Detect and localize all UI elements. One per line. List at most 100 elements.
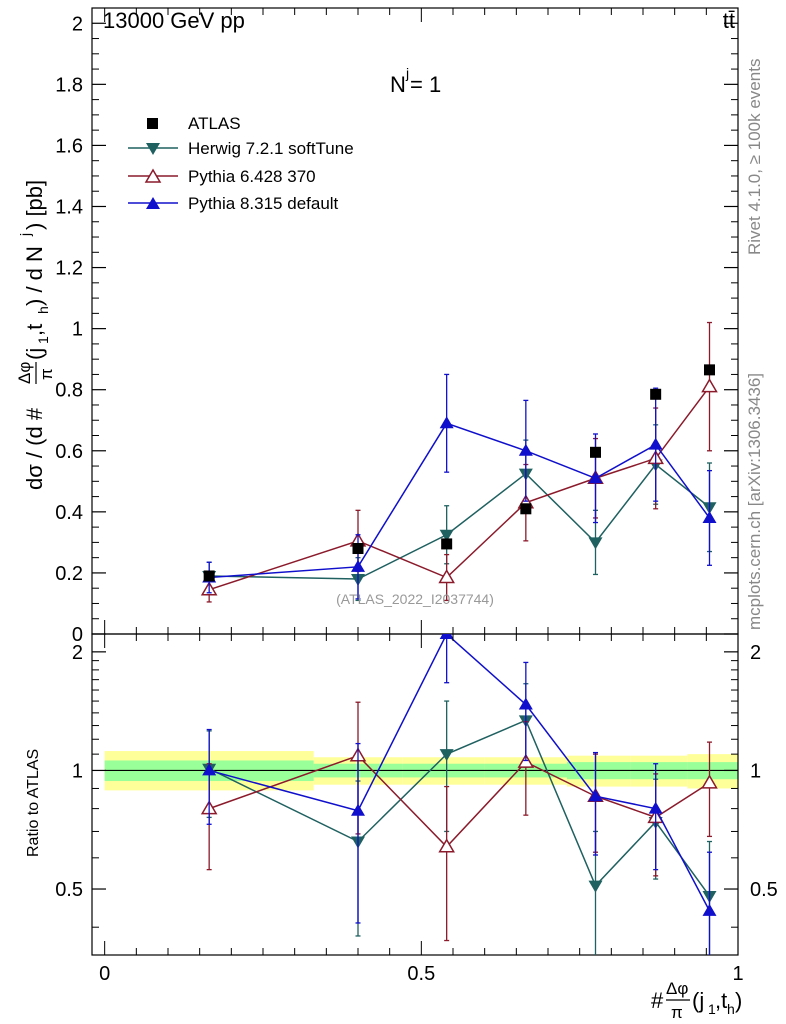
main-point-pythia-8-315-default xyxy=(648,437,663,450)
ratio-y-axis-label: Ratio to ATLAS xyxy=(25,749,42,857)
ratio-point-pythia-8-315-default xyxy=(351,803,365,816)
xlabel-part-t: ,t xyxy=(715,988,727,1013)
legend-marker-herwig xyxy=(146,143,160,155)
xlabel-frac-num: Δφ xyxy=(666,979,688,998)
main-ytick-label-7: 1.4 xyxy=(55,196,83,218)
ratio-ytick-label-r-2: 2 xyxy=(750,642,761,664)
ylabel-part-2: (j xyxy=(22,348,47,360)
legend-marker-pythia8 xyxy=(146,197,160,209)
main-ytick-label-0: 0 xyxy=(72,624,83,646)
main-ytick-label-2: 0.4 xyxy=(55,502,83,524)
ylabel-frac-num: Δφ xyxy=(15,362,34,384)
ratio-point-pythia-8-315-default xyxy=(202,763,217,776)
ratio-series xyxy=(200,634,718,955)
ratio-line-herwig-7-2-1-softtune xyxy=(208,719,711,897)
legend-entry-atlas: ATLAS xyxy=(147,114,241,133)
main-y-ticks: 0 0.2 0.4 0.6 0.8 1 1.2 1.4 1.6 1.8 2 xyxy=(55,13,738,646)
ratio-panel: 0.5 0.5 1 1 2 2 xyxy=(55,633,778,956)
main-ytick-label-8: 1.6 xyxy=(55,135,83,157)
main-point-pythia-8-315-default xyxy=(702,510,717,523)
collision-label: 13000 GeV pp xyxy=(103,8,245,33)
svg-text:dσ / (d #: dσ / (d # xyxy=(22,407,47,490)
main-point-atlas xyxy=(203,570,215,582)
ratio-point-pythia-8-315-default xyxy=(518,697,533,710)
legend-label-atlas: ATLAS xyxy=(188,114,241,133)
main-ytick-label-5: 1 xyxy=(72,319,83,341)
main-frame xyxy=(91,7,739,635)
main-point-pythia-8-315-default xyxy=(518,443,533,456)
ratio-frame xyxy=(91,633,739,956)
xlabel-sub-2: h xyxy=(727,1001,735,1017)
main-point-pythia-8-315-default xyxy=(351,559,365,572)
main-point-atlas xyxy=(650,388,662,400)
xlabel-part-j: (j xyxy=(692,988,704,1013)
main-line-pythia-6-428-370 xyxy=(208,386,711,591)
legend-label-pythia8: Pythia 8.315 default xyxy=(188,194,339,213)
ylabel-frac-den: π xyxy=(37,368,56,380)
analysis-watermark: (ATLAS_2022_I2037744) xyxy=(336,591,494,607)
main-ytick-label-4: 0.8 xyxy=(55,380,83,402)
ylabel-part-1: dσ / (d # xyxy=(22,407,47,490)
legend-entry-pythia6: Pythia 6.428 370 xyxy=(128,167,316,186)
ratio-point-herwig-7-2-1-softtune xyxy=(439,749,454,762)
legend-marker-atlas xyxy=(147,118,158,129)
ylabel-part-3: ,t xyxy=(22,324,47,336)
main-point-atlas xyxy=(441,538,453,550)
xlabel-sub-1: 1 xyxy=(708,1001,716,1017)
main-series-2 xyxy=(202,373,717,600)
main-point-atlas xyxy=(704,364,715,376)
ratio-ytick-label-r-1: 1 xyxy=(750,760,761,782)
xtick-label-1: 0.5 xyxy=(407,963,435,985)
main-ytick-label-10: 2 xyxy=(72,13,83,35)
x-ticks: 0 0.5 1 xyxy=(99,8,744,985)
ratio-series-2 xyxy=(202,634,717,955)
main-point-atlas xyxy=(520,503,532,515)
legend-entry-pythia8: Pythia 8.315 default xyxy=(128,194,339,213)
ratio-ytick-label-2: 2 xyxy=(72,642,83,664)
main-series xyxy=(200,321,718,603)
x-axis-label: # Δφ π (j 1 ,t h ) xyxy=(651,979,742,1022)
main-point-pythia-8-315-default xyxy=(588,471,603,484)
xlabel-hash: # xyxy=(651,988,664,1013)
mcplots-label: mcplots.cern.ch [arXiv:1306.3436] xyxy=(745,373,764,630)
main-point-pythia-8-315-default xyxy=(439,416,454,429)
process-label: tt̄ xyxy=(723,8,735,33)
ratio-series-1 xyxy=(200,701,718,942)
legend: ATLAS Herwig 7.2.1 softTune Pythia 6.428… xyxy=(128,114,354,213)
main-ytick-label-9: 1.8 xyxy=(55,74,83,96)
main-point-atlas xyxy=(590,446,601,458)
main-point-atlas xyxy=(352,542,364,554)
main-ytick-label-3: 0.6 xyxy=(55,441,83,463)
legend-marker-pythia6 xyxy=(144,168,162,183)
ratio-y-ticks: 0.5 0.5 1 1 2 2 xyxy=(55,642,778,928)
main-line-herwig-7-2-1-softtune xyxy=(209,463,710,580)
main-series-3 xyxy=(203,364,715,582)
main-panel: 0 0.2 0.4 0.6 0.8 1 1.2 1.4 1.6 1.8 2 xyxy=(55,7,739,646)
main-ytick-label-1: 0.2 xyxy=(55,563,83,585)
main-y-axis-label: dσ / (d # Δφ π (j 1 ,t h ) / d N j ) [pb… xyxy=(15,180,56,490)
ratio-point-herwig-7-2-1-softtune xyxy=(588,880,603,893)
main-point-pythia-6-428-370 xyxy=(438,569,455,584)
xtick-label-0: 0 xyxy=(99,963,110,985)
ratio-point-pythia-8-315-default xyxy=(439,634,454,639)
ylabel-sub-2: h xyxy=(35,306,51,314)
main-series-1 xyxy=(200,321,718,603)
main-point-herwig-7-2-1-softtune xyxy=(588,537,603,550)
ratio-ytick-label-0: 0.5 xyxy=(55,879,83,901)
ratio-point-pythia-8-315-default xyxy=(588,789,603,802)
main-line-pythia-8-315-default xyxy=(209,422,711,579)
xtick-label-2: 1 xyxy=(732,963,743,985)
ylabel-part-4: ) / d N xyxy=(22,246,47,306)
ratio-point-pythia-6-428-370 xyxy=(701,774,718,789)
xlabel-close: ) xyxy=(735,988,742,1013)
legend-label-herwig: Herwig 7.2.1 softTune xyxy=(188,139,354,158)
jet-multiplicity-annotation: N j = 1 xyxy=(390,65,441,97)
ratio-point-pythia-6-428-370 xyxy=(438,838,455,853)
main-point-herwig-7-2-1-softtune xyxy=(439,529,454,542)
ratio-point-pythia-8-315-default xyxy=(702,903,717,916)
main-ytick-label-6: 1.2 xyxy=(55,258,83,280)
main-point-pythia-6-428-370 xyxy=(701,378,718,393)
annotation-n: N xyxy=(390,72,406,97)
